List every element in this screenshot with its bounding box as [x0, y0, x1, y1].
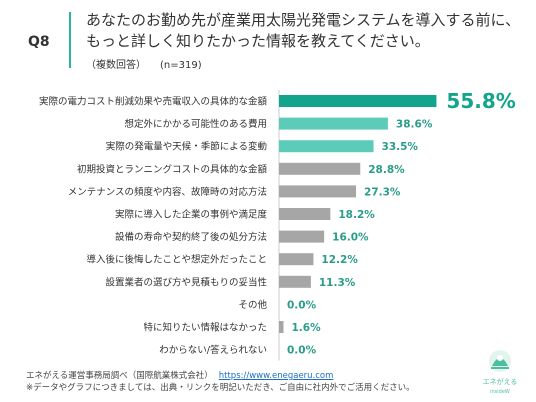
question-header: Q8 あなたのお勤め先が産業用太陽光発電システムを導入する前に、 もっと詳しく知… [0, 0, 536, 80]
source-line: エネがえる運営事務局調べ（国際航業株式会社） https://www.enegae… [26, 370, 415, 382]
value-label: 28.8% [368, 164, 405, 176]
source-link[interactable]: https://www.enegaeru.com [218, 371, 334, 381]
logo-subtext: insideW [490, 389, 510, 395]
value-label: 0.0% [287, 299, 317, 311]
bar [279, 208, 331, 220]
category-label: 特に知りたい情報はなかった [143, 322, 267, 334]
bar [279, 321, 284, 333]
bar [279, 253, 314, 266]
value-label: 33.5% [382, 141, 419, 153]
enegaeru-logo: エネがえる insideW [483, 350, 518, 395]
question-number: Q8 [28, 34, 50, 50]
bar [279, 140, 374, 153]
value-label: 18.2% [338, 209, 375, 221]
value-label: 16.0% [332, 232, 369, 244]
category-label: 実際に導入した企業の事例や満足度 [115, 209, 268, 221]
category-label: 導入後に後悔したことや想定外だったこと [86, 254, 267, 266]
question-text: あなたのお勤め先が産業用太陽光発電システムを導入する前に、 もっと詳しく知りたか… [86, 10, 520, 52]
category-label: 設置業者の選び方や見積もりの妥当性 [105, 276, 267, 288]
value-label: 1.6% [292, 322, 322, 334]
category-label: 初期投資とランニングコストの具体的な金額 [77, 163, 268, 175]
sample-size: (n=319) [160, 60, 202, 71]
category-label: メンテナンスの頻度や内容、故障時の対応方法 [68, 186, 267, 198]
answer-type: （複数回答） [86, 60, 146, 71]
category-label: 想定外にかかる可能性のある費用 [124, 118, 267, 130]
value-label: 27.3% [364, 186, 401, 198]
usage-note: ※データやグラフにつきましては、出典・リンクを明記いただき、ご自由に社内外でご活… [26, 383, 415, 393]
question-line-2: もっと詳しく知りたかった情報を教えてください。 [86, 32, 430, 50]
source-text: エネがえる運営事務局調べ（国際航業株式会社） [26, 371, 213, 381]
logo-text: エネがえる [483, 377, 518, 386]
question-accent-bar [69, 12, 71, 68]
value-label: 0.0% [287, 345, 317, 357]
bar [279, 95, 437, 107]
category-label: 設備の寿命や契約終了後の処分方法 [115, 231, 267, 243]
category-label: 実際の電力コスト削減効果や売電収入の具体的な金額 [39, 96, 268, 108]
footer: エネがえる運営事務局調べ（国際航業株式会社） https://www.enegae… [26, 370, 415, 394]
category-label: わからない/答えられない [159, 344, 267, 356]
question-line-1: あなたのお勤め先が産業用太陽光発電システムを導入する前に、 [86, 11, 521, 29]
bar [279, 162, 361, 175]
category-label: その他 [238, 299, 267, 311]
value-label: 12.2% [321, 254, 358, 266]
value-label: 38.6% [396, 119, 433, 131]
bar [279, 185, 357, 198]
bar [279, 117, 388, 130]
bar [279, 230, 325, 243]
value-label: 11.3% [319, 277, 356, 289]
question-subtitle: （複数回答） (n=319) [86, 56, 216, 71]
category-label: 実際の発電量や天候・季節による変動 [106, 141, 267, 153]
bar [279, 275, 311, 288]
logo-mark-icon [489, 350, 511, 372]
value-label: 55.8% [446, 89, 515, 113]
